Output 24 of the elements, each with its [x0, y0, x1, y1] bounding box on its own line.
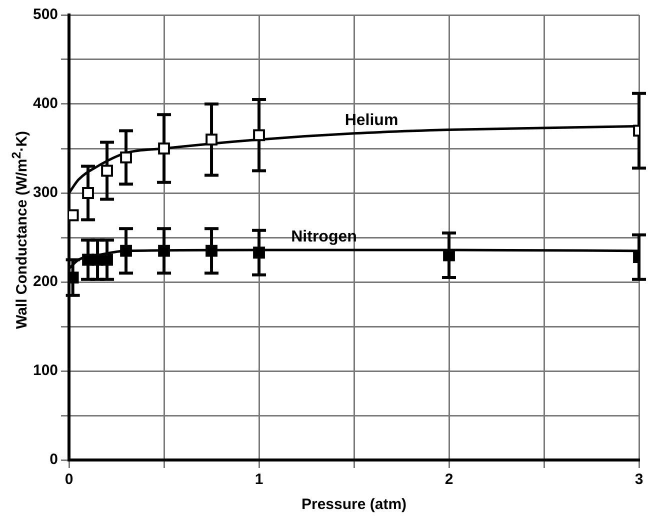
y-tick-label: 100: [32, 362, 58, 380]
y-tick-label: 400: [32, 95, 58, 112]
point: [158, 142, 170, 154]
y-tick-label: 300: [32, 184, 58, 202]
point: [120, 151, 132, 164]
x-tick-label: 1: [254, 471, 264, 488]
x-axis-title: Pressure (atm): [301, 496, 407, 514]
point: [120, 244, 132, 257]
point: [101, 164, 113, 177]
x-tick-label: 3: [634, 471, 644, 488]
series-label: Helium: [344, 112, 398, 129]
series-label: Nitrogen: [291, 228, 357, 246]
point: [253, 129, 265, 142]
y-tick-label: 500: [32, 6, 58, 24]
point: [158, 244, 170, 257]
point: [206, 134, 218, 146]
y-tick-label: 200: [32, 273, 58, 290]
point: [82, 187, 94, 199]
point: [206, 244, 218, 257]
x-tick-label: 0: [64, 471, 74, 488]
point: [101, 254, 113, 266]
y-tick-label: 0: [50, 451, 58, 468]
point: [253, 246, 265, 259]
x-tick-label: 2: [444, 471, 454, 488]
